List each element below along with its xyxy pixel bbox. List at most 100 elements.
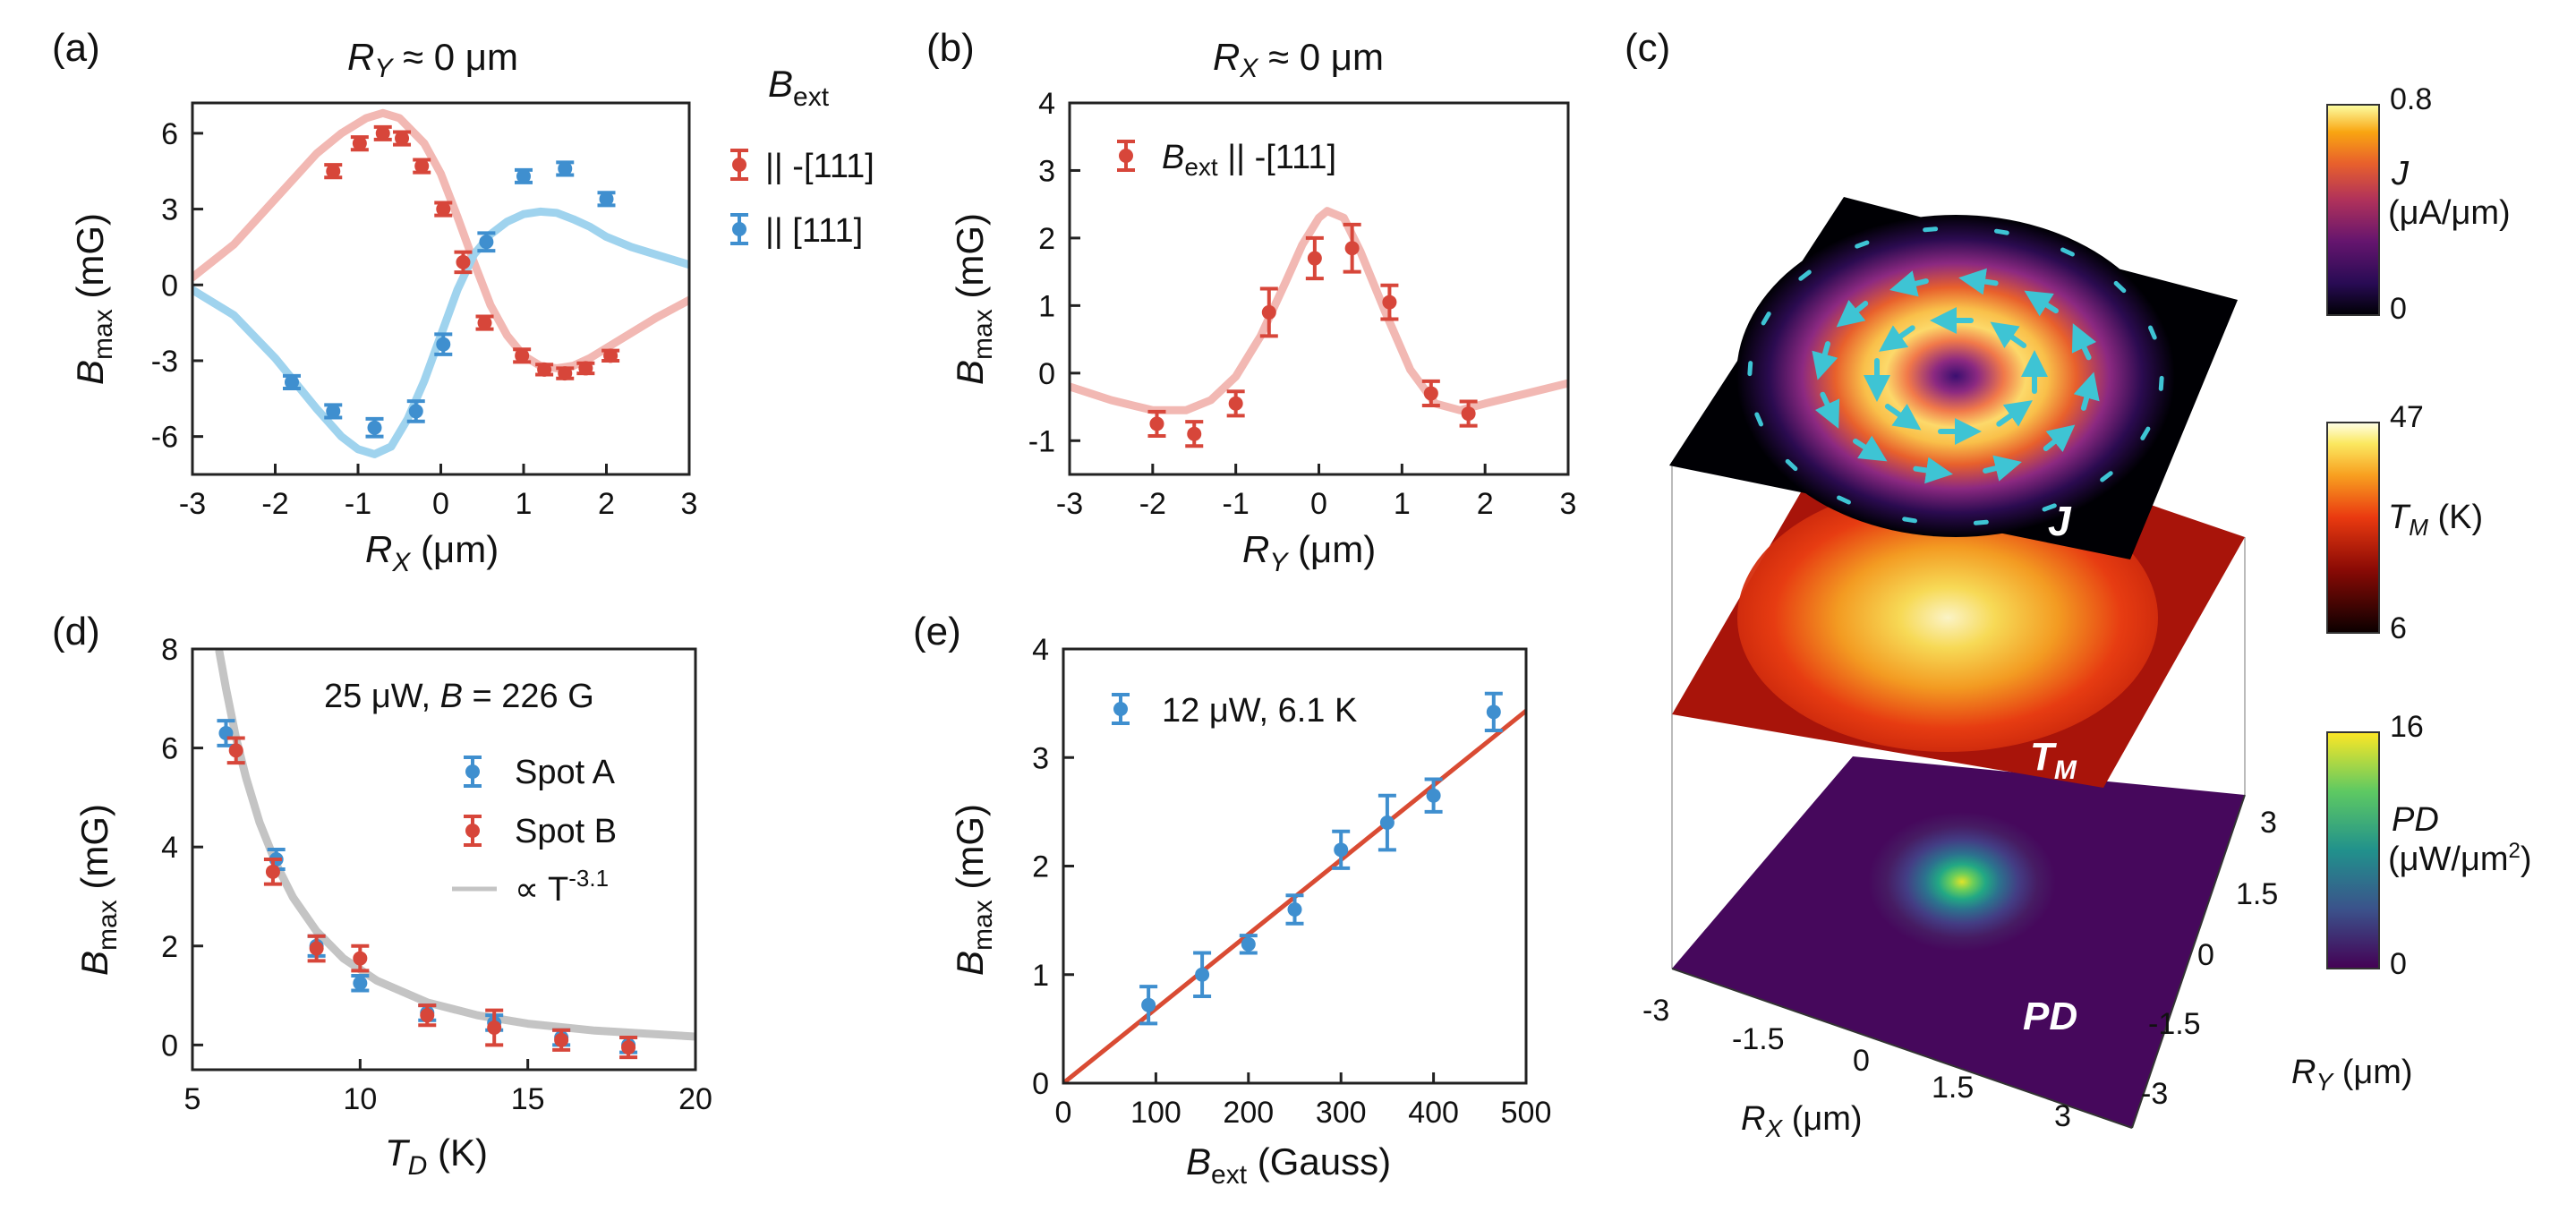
- j-layer-arrow: [1747, 361, 1753, 377]
- j-layer-arrow: [2071, 323, 2097, 361]
- panel-b-xtick-label: 3: [1560, 487, 1577, 521]
- panel-b-ytick-label: 1: [1038, 289, 1055, 323]
- j-layer-arrow: [2060, 247, 2075, 257]
- panel-d-legend-label-1: Spot B: [515, 813, 617, 850]
- colorbar-t: 47 6 TM (K): [2326, 400, 2483, 645]
- panel-d-series-1-point: [307, 934, 326, 963]
- colorbar-j-max: 0.8: [2390, 82, 2432, 116]
- panel-e-series-0-point: [1285, 893, 1304, 926]
- panel-a-ytick-label: -3: [151, 345, 178, 379]
- panel-e-xtick-label: 400: [1408, 1096, 1459, 1130]
- panel-b-ytick-label: 0: [1038, 357, 1055, 391]
- panel-label-c: (c): [1625, 26, 1670, 70]
- panel-d-ylabel: Bmax (mG): [73, 804, 123, 976]
- j-layer-arrow: [1798, 269, 1812, 281]
- panel-a-series-1-point: [515, 167, 533, 184]
- panel-b-fit-line-0: [1070, 207, 1568, 414]
- panel-a-series-0-point: [434, 201, 453, 218]
- panel-a-legend-title: Bext: [768, 63, 830, 112]
- panel-d-legend-entry-0: Spot A: [464, 754, 616, 791]
- panel-e-xtick-label: 300: [1316, 1096, 1367, 1130]
- panel-a-series-1-point: [365, 416, 384, 439]
- ry-tick-3: -1.5: [2148, 1007, 2201, 1041]
- panel-a-series-0-point: [454, 250, 473, 275]
- panel-b-legend-entry-0: Bext || -[111]: [1117, 139, 1336, 181]
- t-layer-label: TM: [2030, 735, 2077, 785]
- panel-e-ytick-label: 3: [1032, 741, 1049, 775]
- rx-tick-4: 3: [2054, 1099, 2071, 1133]
- colorbar-j-unit: (μA/μm): [2388, 194, 2511, 232]
- panel-e-xtick-label: 100: [1130, 1096, 1181, 1130]
- panel-b-series-0-point: [1226, 389, 1245, 418]
- panel-a-ytick-label: 6: [161, 117, 178, 151]
- panel-d-ytick-label: 4: [161, 831, 178, 865]
- j-layer-arrow: [2100, 471, 2113, 482]
- panel-b-series-0-point: [1305, 235, 1324, 281]
- panel-b-series-0-point: [1185, 420, 1204, 448]
- panel-e-legend-label-0: 12 μW, 6.1 K: [1162, 692, 1357, 730]
- rx-tick-1: -1.5: [1732, 1022, 1785, 1056]
- panel-d-xlabel: TD (K): [385, 1131, 488, 1181]
- panel-e-xlabel: Bext (Gauss): [1186, 1140, 1391, 1190]
- panel-b-series-0-point: [1343, 222, 1361, 274]
- colorbar-pd-max: 16: [2390, 710, 2424, 744]
- panel-e-series-0-point: [1424, 777, 1443, 814]
- panel-a-series-0-point: [576, 361, 595, 376]
- panel-b-xlabel: RY (μm): [1242, 528, 1376, 577]
- panel-b-xtick-label: 2: [1477, 487, 1494, 521]
- panel-d-annotation: 25 μW, B = 226 G: [324, 678, 594, 715]
- panel-a-xtick-label: 1: [516, 487, 533, 521]
- j-layer-arrow: [1879, 325, 1915, 352]
- panel-a-series-0-point: [413, 158, 431, 175]
- panel-a-xtick-label: -1: [345, 487, 371, 521]
- j-layer-arrow: [1889, 270, 1929, 297]
- j-layer-arrow: [2140, 426, 2151, 440]
- panel-a-frame: [191, 101, 691, 476]
- j-layer-arrow: [1996, 400, 2033, 427]
- panel-d-xtick-label: 15: [511, 1082, 545, 1116]
- panel-e-series-0-point: [1239, 934, 1258, 955]
- rx-tick-3: 1.5: [1932, 1071, 1974, 1105]
- panel-d-series-1-point: [263, 858, 282, 886]
- panel-a-series-1-point: [283, 373, 301, 391]
- colorbar-j-name: J: [2391, 155, 2410, 192]
- panel-a-series-1-point: [597, 191, 616, 208]
- ry-tick-0: 3: [2260, 806, 2277, 840]
- j-layer-arrow: [1884, 404, 1922, 431]
- colorbar-t-label: TM (K): [2388, 499, 2483, 541]
- panel-a-title: RY ≈ 0 μm: [347, 36, 518, 83]
- panel-a-series-0-point: [350, 135, 369, 152]
- panel-e-ylabel: Bmax (mG): [949, 804, 998, 976]
- j-layer-arrow: [1754, 412, 1764, 427]
- panel-d: 5 10 15 20 0 2 4 6 8 25 μW, B = 226 G Spot A Spo…: [73, 633, 712, 1181]
- panel-a-series-1-point: [324, 403, 343, 420]
- j-layer-arrow: [1836, 299, 1869, 328]
- panel-b-ytick-label: 3: [1038, 154, 1055, 188]
- panel-b-series-0-point: [1421, 379, 1440, 408]
- j-layer-arrow: [1913, 457, 1953, 484]
- j-layer-ring: [1736, 215, 2175, 537]
- panel-a-legend-entry-0: || -[111]: [730, 148, 874, 185]
- panel-a-ytick-label: 3: [161, 193, 178, 227]
- colorbar-t-max: 47: [2390, 400, 2424, 434]
- panel-d-legend-label-2: ∝ T-3.1: [515, 865, 609, 909]
- panel-e-xtick-label: 500: [1501, 1096, 1552, 1130]
- panel-a-series-0-point: [535, 362, 554, 377]
- panel-b-ytick-label: -1: [1028, 424, 1055, 458]
- panel-b-xtick-label: -2: [1139, 487, 1166, 521]
- panel-b-title: RX ≈ 0 μm: [1213, 36, 1384, 83]
- panel-a-series-0-point: [513, 347, 532, 364]
- panel-e-ytick-label: 4: [1032, 633, 1049, 667]
- panel-d-plot: 5 10 15 20 0 2 4 6 8: [161, 633, 712, 1116]
- panel-d-legend-label-0: Spot A: [515, 754, 616, 791]
- rx-tick-0: -3: [1642, 994, 1669, 1028]
- panel-a-xtick-label: 3: [681, 487, 698, 521]
- panel-a-series-1-point: [477, 231, 496, 253]
- panel-d-legend-entry-2: ∝ T-3.1: [452, 865, 609, 909]
- rx-axis-label: RX (μm): [1741, 1100, 1863, 1142]
- panel-a-series-0-point: [324, 163, 343, 180]
- panel-a-xtick-label: 0: [432, 487, 449, 521]
- j-layer-arrows: [1747, 226, 2164, 525]
- panel-d-series-1-point: [351, 944, 370, 973]
